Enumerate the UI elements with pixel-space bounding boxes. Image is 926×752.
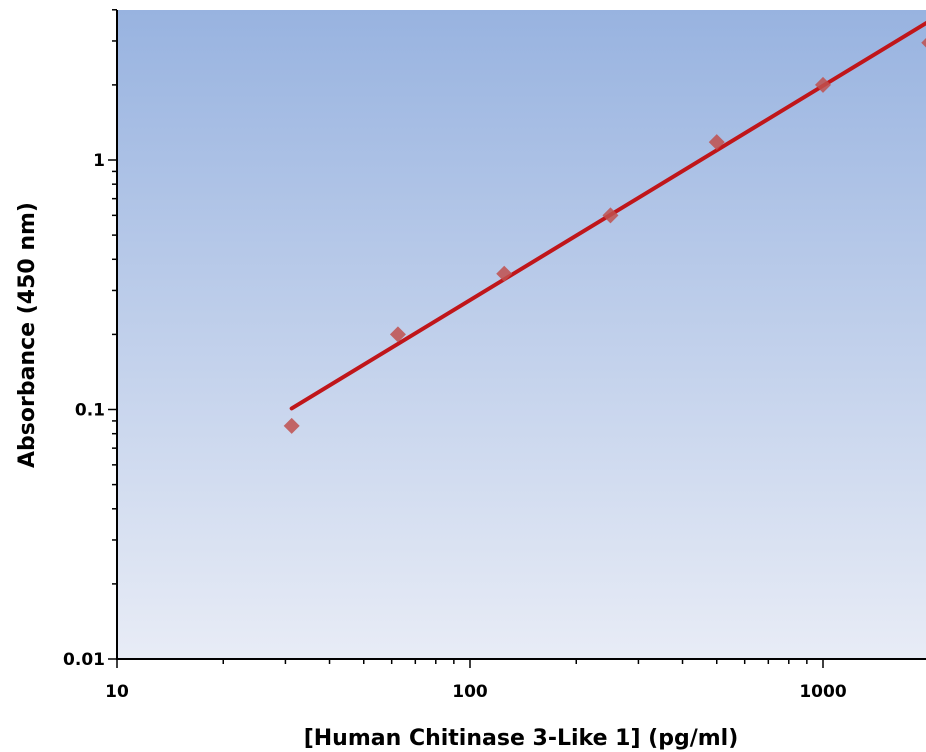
data-point: [389, 326, 406, 343]
data-points: [283, 38, 926, 434]
x-tick-label: 10: [105, 682, 129, 702]
x-axis-title: [Human Chitinase 3-Like 1] (pg/ml): [304, 726, 739, 751]
data-point: [602, 207, 619, 224]
data-point: [708, 134, 725, 151]
data-point: [815, 76, 831, 93]
y-tick-label: 0.1: [75, 401, 105, 421]
data-point: [283, 417, 300, 434]
y-tick-label: 1: [93, 151, 105, 171]
data-point: [496, 265, 513, 282]
plot-area: [117, 10, 926, 659]
data-point: [921, 38, 926, 48]
tick-labels: 0.01 0.1 1 10 100 1000: [63, 151, 847, 702]
y-tick-label: 0.01: [63, 650, 105, 670]
ticks: [108, 9, 824, 668]
y-axis-title: Absorbance (450 nm): [15, 202, 40, 468]
x-tick-label: 100: [452, 682, 488, 702]
x-tick-label: 1000: [799, 682, 846, 702]
